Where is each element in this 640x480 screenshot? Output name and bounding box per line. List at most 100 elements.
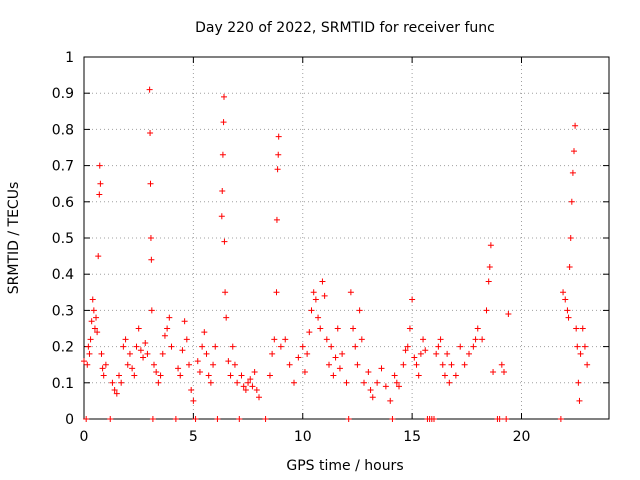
data-point [275,133,282,140]
y-tick-label: 0.9 [52,86,74,102]
data-point [207,379,214,386]
data-point [448,361,455,368]
x-axis-label: GPS time / hours [286,458,403,474]
data-point [109,379,116,386]
data-point [199,343,206,350]
data-point [238,372,245,379]
data-point [575,379,582,386]
data-point [470,343,477,350]
data-point [81,358,87,365]
data-series [81,86,591,422]
x-axis: 0 5 10 15 20 [80,57,531,445]
data-point [439,361,446,368]
data-point [155,379,162,386]
data-point [194,358,201,365]
data-point [98,350,105,357]
data-point [269,350,276,357]
data-point [142,339,149,346]
data-point [356,307,363,314]
data-point [369,394,376,401]
data-point [571,148,577,155]
data-point [347,289,354,296]
data-point [361,379,367,386]
data-point [93,314,100,321]
data-point [391,372,398,379]
data-point [137,347,144,354]
gridlines [84,57,609,419]
data-point [420,336,427,343]
data-point [236,416,243,422]
data-point [332,354,339,361]
data-point [201,329,208,336]
data-point [565,314,572,321]
data-point [225,358,232,365]
data-point [576,397,583,404]
data-point [387,397,394,404]
data-point [107,416,114,422]
data-point [113,390,120,397]
data-point [223,314,230,321]
data-point [433,350,440,357]
data-point [374,379,381,386]
data-point [219,151,226,158]
data-point [415,372,422,379]
data-point [310,289,317,296]
x-tick-label: 15 [403,429,421,445]
data-point [144,350,151,357]
data-point [474,325,481,332]
data-point [84,361,91,368]
data-point [179,347,186,354]
data-point [557,416,564,422]
data-point [221,238,228,245]
data-point [422,347,429,354]
data-point [441,372,448,379]
data-point [490,368,497,375]
data-point [560,289,567,296]
data-point [212,343,219,350]
data-point [151,361,157,368]
data-point [153,368,160,375]
data-point [221,93,227,100]
data-point [273,289,280,296]
data-point [437,336,444,343]
y-tick-label: 0.6 [52,195,74,211]
data-point [358,336,365,343]
data-point [417,350,424,357]
data-point [161,332,168,339]
data-point [446,379,453,386]
data-point [91,325,98,332]
data-point [317,325,324,332]
data-point [299,343,306,350]
data-point [282,336,289,343]
data-point [181,318,188,325]
data-point [273,216,280,223]
data-point [479,336,486,343]
data-point [457,343,464,350]
data-point [365,368,372,375]
data-point [205,372,212,379]
data-point [129,365,136,372]
data-point [483,307,490,314]
data-point [286,361,293,368]
plot-frame [83,56,610,420]
data-point [175,365,182,372]
data-point [87,336,94,343]
data-point [219,187,226,194]
data-point [245,379,252,386]
data-point [345,416,352,422]
data-point [242,387,249,394]
data-point [83,416,90,422]
data-point [159,350,166,357]
data-point [240,383,247,390]
data-point [249,383,256,390]
data-point [148,256,155,263]
y-tick-label: 1 [65,50,74,66]
data-point [564,307,571,314]
data-point [271,336,278,343]
data-point [501,368,507,375]
data-point [256,394,262,401]
x-tick-label: 20 [513,429,531,445]
data-point [218,213,225,220]
data-point [321,292,328,299]
data-point [323,336,330,343]
